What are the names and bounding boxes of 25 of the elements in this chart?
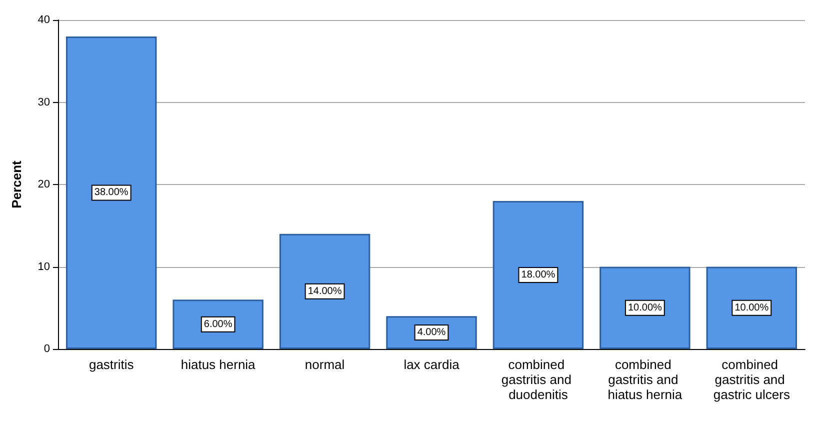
data-label: 14.00% [308, 286, 342, 297]
x-tick-label: gastritis [88, 357, 134, 372]
data-label: 6.00% [204, 318, 232, 330]
bar [706, 266, 797, 349]
bar [600, 266, 690, 349]
y-tick-label: 30 [38, 96, 50, 108]
x-tick-label: combined gastritis and duodenitis [501, 357, 576, 402]
x-tick-label: lax cardia [404, 357, 460, 372]
data-label: 18.00% [521, 269, 556, 280]
data-label: 38.00% [94, 187, 128, 198]
y-tick-label: 40 [38, 14, 50, 26]
x-tick-label: combined gastritis and gastric ulcers [713, 357, 790, 402]
y-tick-label: 10 [38, 260, 50, 273]
data-label: 10.00% [628, 302, 662, 314]
x-tick-label: combined gastritis and hiatus hernia [608, 357, 683, 402]
y-tick-label: 20 [38, 178, 50, 190]
x-tick-label: hiatus hernia [180, 357, 256, 372]
bar [492, 200, 584, 349]
bar [66, 36, 157, 349]
data-label: 10.00% [734, 302, 769, 314]
data-label: 4.00% [417, 327, 446, 338]
bar [279, 234, 370, 349]
y-axis-title: Percent [9, 160, 24, 208]
y-tick-label: 0 [44, 343, 50, 355]
x-tick-label: normal [304, 357, 345, 372]
